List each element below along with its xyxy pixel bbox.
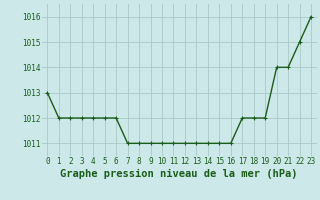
X-axis label: Graphe pression niveau de la mer (hPa): Graphe pression niveau de la mer (hPa)	[60, 169, 298, 179]
